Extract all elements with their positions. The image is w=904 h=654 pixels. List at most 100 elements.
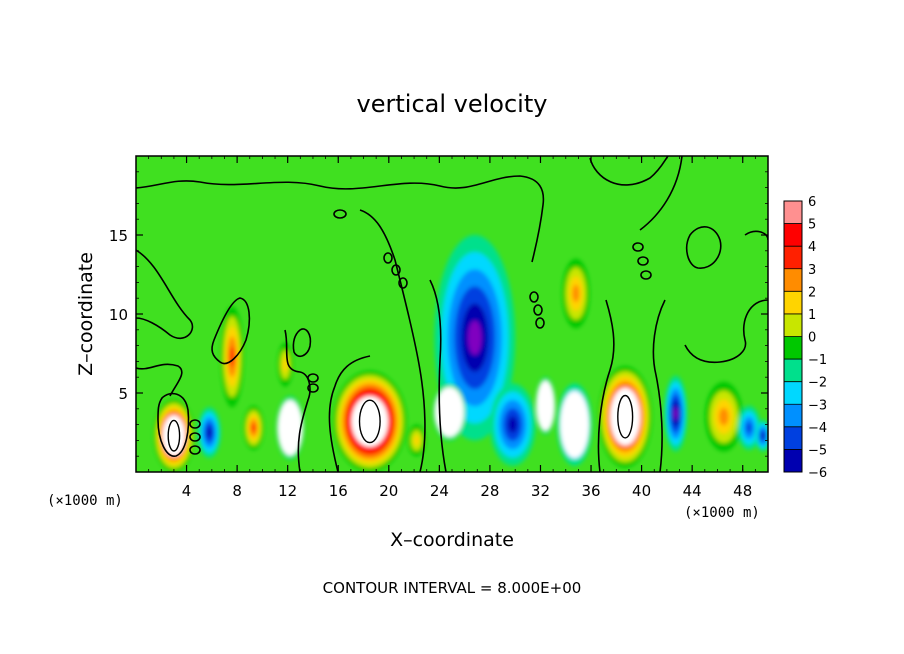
downdraft-cell [556,383,593,466]
field-saturated-core [560,391,589,459]
colorbar-label: −3 [808,398,827,413]
y-tick-label: 5 [118,385,128,403]
updraft-cell [277,342,293,387]
x-tick-label: 8 [232,482,242,500]
zero-contour-blob-6 [398,277,408,289]
colorbar-label: −6 [808,466,827,481]
zero-contour-right-tower [639,156,683,231]
field-level-neg-5 [207,427,212,438]
x-tick-label: 32 [531,482,550,500]
colorbar-swatch [784,404,802,428]
zero-contour-blob-9 [535,317,545,329]
zero-contour-blob-11 [637,256,649,266]
updraft-cell [598,366,652,468]
x-unit-label-left: (×1000 m) [47,493,123,509]
zero-contour-plume-right [292,328,312,358]
colorbar-swatch [784,426,802,450]
downdraft-cell [433,383,466,441]
field-level-neg-6 [673,407,678,420]
zero-contour-bottom-left-loop [157,392,190,457]
colorbar-label: 1 [808,308,816,323]
zero-contour-left-wedge [136,249,194,340]
colorbar-label: 0 [808,331,816,346]
colorbar-label: −2 [808,376,827,391]
velocity-field [153,235,768,472]
x-tick-label: 48 [733,482,752,500]
zero-contour-blob-1 [189,419,201,429]
contour-loop [358,399,381,444]
colorbar: 6 5 4 3 2 1 0 −1 −2 −3 −4 −5 −6 [783,195,827,481]
field-saturated-core [435,387,464,437]
x-tick-label: 20 [379,482,398,500]
high-contour-lines [167,394,634,452]
updraft-cell [243,405,264,450]
colorbar-swatch [784,359,802,383]
field-level-pos-4 [572,284,580,303]
field-level-pos-4 [719,408,729,426]
zero-contour-blob-13 [333,209,347,219]
updraft-cell [333,370,407,472]
downdraft-cell [755,419,768,452]
field-saturated-core [610,387,641,446]
updraft-cell [407,424,426,457]
colorbar-label: 4 [808,240,816,255]
colorbar-label: −5 [808,443,827,458]
zero-contour-plume-left [211,297,251,365]
y-tick-label: 15 [109,227,128,245]
zero-contour-blob-5 [391,264,401,276]
colorbar-swatch [784,313,802,337]
field-saturated-core [536,380,555,431]
zero-contour-upper-right [589,156,669,186]
updraft-cell [220,306,244,408]
field-level-pos-3 [413,435,420,446]
downdraft-cell [664,375,688,452]
colorbar-label: −1 [808,353,827,368]
x-tick-label: 28 [480,482,499,500]
field-level-neg-4 [746,422,752,434]
downdraft-cell [535,377,556,434]
contour-loop [617,394,634,439]
colorbar-label: 6 [808,195,816,210]
x-axis: 4 8 12 16 20 24 28 32 36 40 44 48 [135,156,769,500]
field-level-pos-5 [229,346,235,367]
colorbar-swatch [784,268,802,292]
y-tick-label: 10 [109,306,128,324]
downdraft-cell [489,383,536,466]
colorbar-label: 2 [808,285,816,300]
downdraft-cell [737,405,761,450]
zero-contour-blob-2 [189,432,201,442]
colorbar-swatch [784,201,802,224]
colorbar-label: 5 [808,218,816,233]
updraft-cell [562,258,590,329]
field-saturated-core [278,400,303,456]
zero-contour-far-right [684,299,768,364]
x-unit-label-right: (×1000 m) [684,505,760,521]
zero-contour-far-right-top [686,226,722,269]
x-tick-label: 36 [581,482,600,500]
field-level-pos-5 [251,423,256,433]
colorbar-swatch [784,291,802,315]
contour-loop [167,419,181,452]
colorbar-swatch [784,449,802,473]
x-axis-label: X–coordinate [390,529,514,551]
zero-contour-blob-12 [640,270,652,280]
field-level-pos-3 [282,357,288,372]
field-saturated-core [352,397,388,446]
x-tick-label: 44 [683,482,702,500]
zero-contour-blob-15 [307,383,319,393]
zero-contour-right-mid [597,299,615,472]
y-axis-label: Z–coordinate [75,252,97,376]
field-level-neg-5 [508,416,518,433]
colorbar-label: −4 [808,421,827,436]
field-level-neg-5 [761,432,765,439]
zero-contour-upper [136,175,545,263]
zero-contour-mid [328,355,371,472]
downdraft-cell [434,235,516,441]
downdraft-cell [197,407,221,458]
zero-contour-center [359,209,426,472]
zero-contour-right-low [652,299,666,472]
x-tick-label: 16 [329,482,348,500]
x-tick-label: 12 [278,482,297,500]
zero-contour-center-right [429,279,447,472]
